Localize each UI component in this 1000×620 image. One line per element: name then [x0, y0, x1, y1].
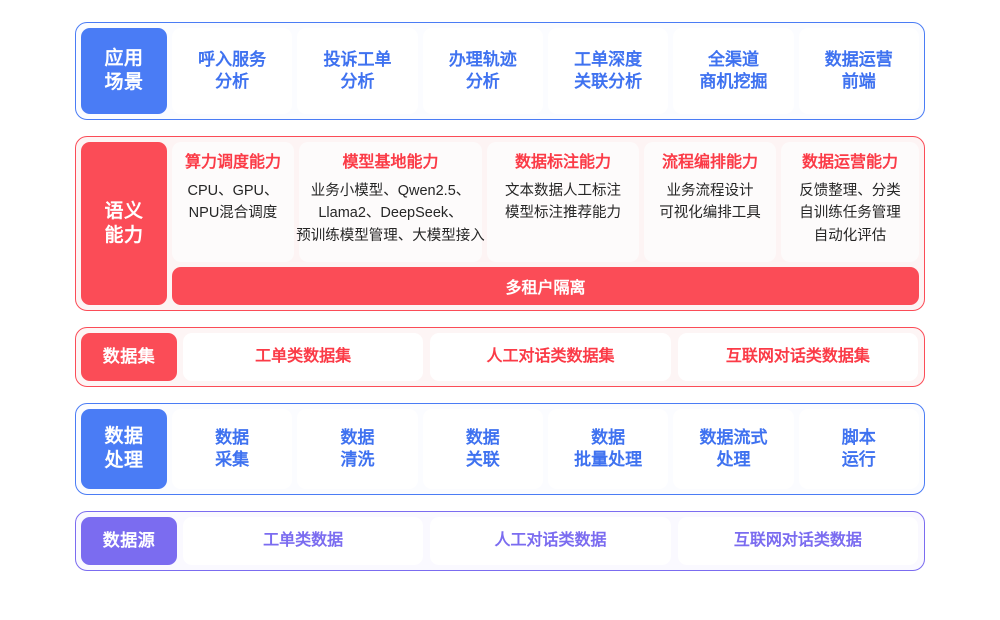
- card-human-dialogue-dataset[interactable]: 人工对话类数据集: [430, 333, 671, 381]
- card-line-1: 数据: [340, 427, 375, 447]
- chip-line-2: 场景: [104, 72, 144, 93]
- capability-body-line-2: NPU混合调度: [188, 205, 278, 222]
- row-label-data-source: 数据源: [81, 517, 177, 565]
- card-line-2: 关联: [465, 450, 500, 469]
- capability-body-line-1: 反馈整理、分类: [799, 183, 901, 199]
- card-internet-dialogue-data[interactable]: 互联网对话类数据: [677, 517, 918, 565]
- row-label-data-processing: 数据 处理: [81, 409, 167, 489]
- capability-body-line-1: 业务小模型、Qwen2.5、: [310, 183, 471, 199]
- card-data-cleaning[interactable]: 数据 清洗: [297, 409, 418, 489]
- capability-model-base[interactable]: 模型基地能力 业务小模型、Qwen2.5、 Llama2、DeepSeek、 预…: [296, 142, 485, 262]
- card-line-1: 脚本: [841, 427, 876, 447]
- card-script-execution[interactable]: 脚本 运行: [798, 409, 919, 489]
- card-line-1: 数据: [591, 427, 626, 447]
- capability-body-line-3: 预训练模型管理、大模型接入: [296, 227, 485, 244]
- card-line-1: 数据: [465, 427, 500, 447]
- capability-body: CPU、GPU、 NPU混合调度: [187, 180, 278, 225]
- capability-body-line-1: 业务流程设计: [666, 183, 754, 199]
- capability-body: 业务流程设计 可视化编排工具: [659, 180, 761, 225]
- semantic-capability-content: 算力调度能力 CPU、GPU、 NPU混合调度 模型基地能力 业务小模型、Qwe…: [172, 142, 919, 305]
- card-line-2: 运行: [841, 450, 876, 469]
- row-data-source: 数据源 工单类数据 人工对话类数据 互联网对话类数据: [75, 511, 925, 571]
- card-line-1: 人工对话类数据集: [486, 347, 615, 365]
- capability-title: 数据运营能力: [801, 154, 898, 171]
- card-handling-trace-analysis[interactable]: 办理轨迹 分析: [422, 28, 543, 114]
- card-line-2: 商机挖掘: [699, 72, 768, 91]
- card-line-1: 数据流式: [699, 427, 768, 447]
- card-inbound-service-analysis[interactable]: 呼入服务 分析: [172, 28, 293, 114]
- card-line-2: 清洗: [340, 450, 375, 469]
- card-data-operation-frontend[interactable]: 数据运营 前端: [798, 28, 919, 114]
- card-line-2: 分析: [215, 72, 250, 91]
- capability-title: 流程编排能力: [661, 154, 758, 171]
- capability-title: 模型基地能力: [342, 154, 439, 171]
- card-ticket-deep-correlation-analysis[interactable]: 工单深度 关联分析: [547, 28, 669, 114]
- chip-line-1: 数据源: [102, 531, 156, 551]
- row-semantic-capability: 语义 能力 算力调度能力 CPU、GPU、 NPU混合调度 模型基地能力 业务小…: [75, 136, 925, 311]
- card-line-1: 互联网对话类数据集: [725, 347, 870, 365]
- capability-body-line-1: 文本数据人工标注: [505, 183, 621, 199]
- card-line-2: 前端: [841, 72, 876, 91]
- capability-process-orchestration[interactable]: 流程编排能力 业务流程设计 可视化编排工具: [644, 142, 776, 262]
- row-application-scenarios: 应用 场景 呼入服务 分析 投诉工单 分析 办理轨迹 分析 工单深度 关联分析 …: [75, 22, 925, 120]
- card-line-2: 分析: [465, 72, 500, 91]
- card-line-1: 人工对话类数据: [494, 531, 607, 549]
- row-dataset: 数据集 工单类数据集 人工对话类数据集 互联网对话类数据集: [75, 327, 925, 387]
- multi-tenant-isolation-bar[interactable]: 多租户隔离: [172, 267, 919, 305]
- capability-body: 文本数据人工标注 模型标注推荐能力: [505, 180, 621, 225]
- card-data-correlation[interactable]: 数据 关联: [422, 409, 543, 489]
- capability-data-operation[interactable]: 数据运营能力 反馈整理、分类 自训练任务管理 自动化评估: [781, 142, 919, 262]
- card-line-1: 工单类数据集: [255, 347, 352, 365]
- card-data-batch-processing[interactable]: 数据 批量处理: [547, 409, 669, 489]
- card-line-1: 工单深度: [574, 49, 643, 69]
- card-line-2: 处理: [716, 450, 751, 469]
- chip-line-1: 应用: [104, 48, 144, 70]
- capability-data-annotation[interactable]: 数据标注能力 文本数据人工标注 模型标注推荐能力: [487, 142, 639, 262]
- card-line-1: 数据运营: [824, 49, 893, 69]
- chip-line-2: 能力: [104, 224, 144, 246]
- chip-line-1: 语义: [104, 200, 144, 222]
- card-line-1: 互联网对话类数据: [733, 531, 862, 549]
- row-label-dataset: 数据集: [81, 333, 177, 381]
- card-data-collection[interactable]: 数据 采集: [172, 409, 293, 489]
- card-data-stream-processing[interactable]: 数据流式 处理: [673, 409, 794, 489]
- capability-title: 数据标注能力: [514, 154, 611, 171]
- card-line-1: 数据: [215, 427, 250, 447]
- chip-line-2: 处理: [104, 450, 144, 471]
- semantic-capability-cards: 算力调度能力 CPU、GPU、 NPU混合调度 模型基地能力 业务小模型、Qwe…: [172, 142, 919, 262]
- card-ticket-dataset[interactable]: 工单类数据集: [183, 333, 424, 381]
- capability-body-line-2: 可视化编排工具: [659, 205, 761, 222]
- chip-line-1: 数据集: [102, 347, 156, 367]
- card-line-1: 全渠道: [707, 49, 759, 69]
- card-line-1: 呼入服务: [198, 49, 267, 69]
- capability-title: 算力调度能力: [184, 154, 281, 171]
- card-line-2: 批量处理: [574, 450, 643, 469]
- card-line-1: 工单类数据: [263, 531, 344, 549]
- capability-compute-scheduling[interactable]: 算力调度能力 CPU、GPU、 NPU混合调度: [172, 142, 294, 262]
- card-line-1: 办理轨迹: [448, 49, 517, 69]
- card-line-2: 关联分析: [574, 72, 643, 91]
- row-label-semantic-capability: 语义 能力: [81, 142, 167, 305]
- capability-body-line-2: 模型标注推荐能力: [505, 205, 621, 222]
- card-ticket-data[interactable]: 工单类数据: [183, 517, 424, 565]
- card-line-1: 投诉工单: [323, 49, 392, 69]
- capability-body: 业务小模型、Qwen2.5、 Llama2、DeepSeek、 预训练模型管理、…: [296, 180, 485, 247]
- card-omnichannel-opportunity-mining[interactable]: 全渠道 商机挖掘: [673, 28, 794, 114]
- card-human-dialogue-data[interactable]: 人工对话类数据: [430, 517, 671, 565]
- row-label-application-scenarios: 应用 场景: [81, 28, 167, 114]
- row-data-processing: 数据 处理 数据 采集 数据 清洗 数据 关联 数据 批量处理 数据流式 处理 …: [75, 403, 925, 495]
- card-complaint-ticket-analysis[interactable]: 投诉工单 分析: [297, 28, 418, 114]
- card-internet-dialogue-dataset[interactable]: 互联网对话类数据集: [677, 333, 918, 381]
- card-line-2: 分析: [340, 72, 375, 91]
- capability-body-line-3: 自动化评估: [813, 227, 887, 244]
- capability-body-line-1: CPU、GPU、: [187, 183, 279, 199]
- capability-body-line-2: Llama2、DeepSeek、: [318, 205, 463, 222]
- capability-body-line-2: 自训练任务管理: [799, 205, 901, 222]
- capability-body: 反馈整理、分类 自训练任务管理 自动化评估: [799, 180, 901, 247]
- chip-line-1: 数据: [104, 426, 144, 448]
- card-line-2: 采集: [215, 450, 250, 469]
